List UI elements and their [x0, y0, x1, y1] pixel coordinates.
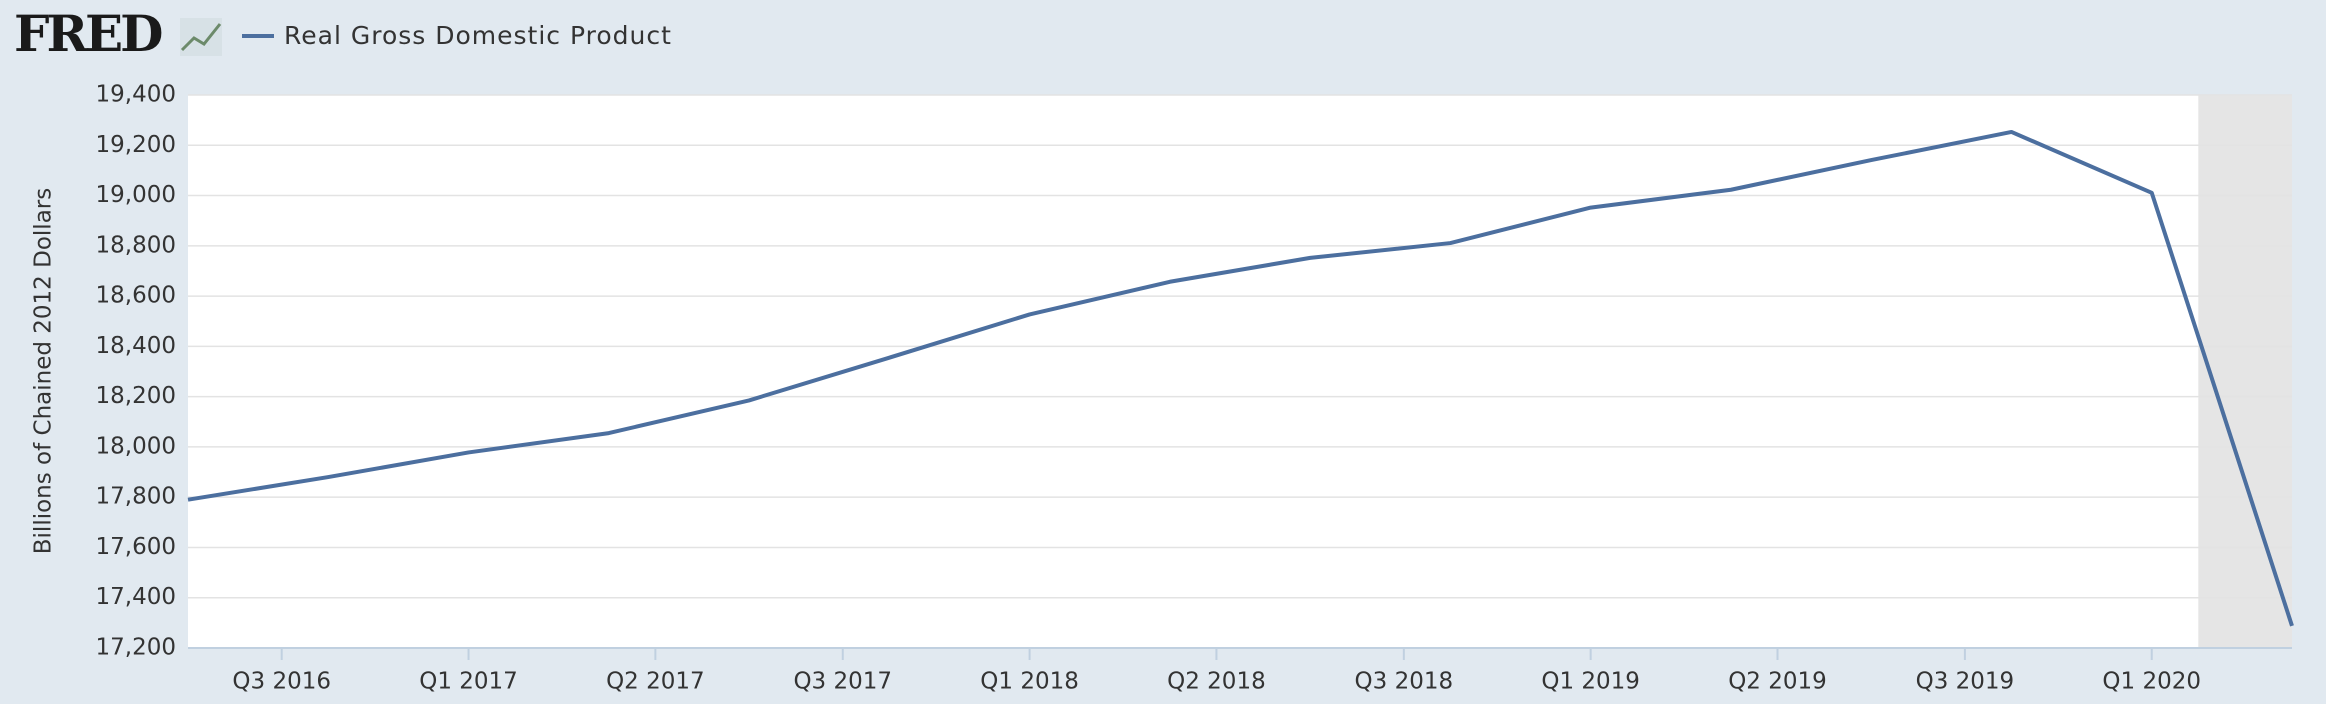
y-tick-label: 17,400 — [96, 584, 176, 610]
y-tick-label: 18,000 — [96, 433, 176, 459]
x-tick-label: Q1 2020 — [2102, 669, 2201, 695]
x-tick-label: Q1 2017 — [419, 669, 518, 695]
y-tick-label: 19,400 — [96, 82, 176, 108]
logo-icon — [180, 18, 222, 56]
x-tick-label: Q1 2018 — [980, 669, 1079, 695]
y-tick-label: 18,200 — [96, 383, 176, 409]
x-tick-label: Q2 2018 — [1167, 669, 1266, 695]
y-tick-label: 17,800 — [96, 484, 176, 510]
y-tick-label: 18,400 — [96, 333, 176, 359]
legend-label: Real Gross Domestic Product — [284, 21, 672, 50]
y-tick-label: 19,200 — [96, 132, 176, 158]
y-tick-label: 18,600 — [96, 283, 176, 309]
x-tick-label: Q1 2019 — [1541, 669, 1640, 695]
x-tick-label: Q3 2016 — [232, 669, 331, 695]
y-axis-label: Billions of Chained 2012 Dollars — [31, 188, 57, 554]
y-tick-label: 17,600 — [96, 534, 176, 560]
recession-shading — [2198, 95, 2292, 648]
x-tick-label: Q3 2017 — [793, 669, 892, 695]
y-tick-label: 17,200 — [96, 635, 176, 661]
data-line — [187, 129, 2294, 627]
plot-area — [188, 95, 2292, 648]
x-tick-label: Q2 2017 — [606, 669, 705, 695]
logo-icon-line — [180, 23, 222, 52]
y-tick-label: 18,800 — [96, 232, 176, 258]
logo: FRED — [14, 4, 162, 63]
x-tick-label: Q3 2019 — [1916, 669, 2015, 695]
x-tick-label: Q2 2019 — [1728, 669, 1827, 695]
y-tick-label: 19,000 — [96, 182, 176, 208]
x-tick-label: Q3 2018 — [1355, 669, 1454, 695]
